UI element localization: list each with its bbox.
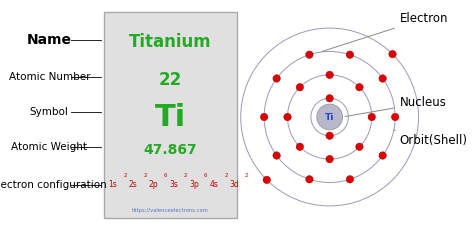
Text: 2: 2 <box>184 173 187 179</box>
Circle shape <box>296 143 304 150</box>
Text: Atomic Number: Atomic Number <box>9 72 90 82</box>
Circle shape <box>306 176 313 183</box>
Text: 2: 2 <box>144 173 147 179</box>
Text: 3d: 3d <box>230 180 239 189</box>
Circle shape <box>379 75 386 82</box>
Circle shape <box>356 84 363 91</box>
Text: 2p: 2p <box>149 180 158 189</box>
Text: 3s: 3s <box>169 180 178 189</box>
Text: 2: 2 <box>123 173 127 179</box>
Circle shape <box>263 176 271 184</box>
Text: 22: 22 <box>158 71 182 88</box>
Text: 47.867: 47.867 <box>143 143 197 157</box>
Text: Atomic Weight: Atomic Weight <box>11 143 87 152</box>
Circle shape <box>273 152 281 159</box>
Circle shape <box>284 113 291 121</box>
Circle shape <box>317 104 343 130</box>
Text: Symbol: Symbol <box>30 107 69 117</box>
Text: Ti: Ti <box>155 102 186 132</box>
Circle shape <box>346 51 354 58</box>
Text: Titanium: Titanium <box>129 33 211 51</box>
Circle shape <box>346 176 354 183</box>
Text: 6: 6 <box>204 173 208 179</box>
Circle shape <box>379 152 386 159</box>
Circle shape <box>306 51 313 58</box>
Text: 1s: 1s <box>109 180 117 189</box>
Text: 3p: 3p <box>189 180 199 189</box>
Circle shape <box>326 132 333 139</box>
Circle shape <box>326 155 333 163</box>
Text: 6: 6 <box>164 173 167 179</box>
Text: 2s: 2s <box>128 180 137 189</box>
Circle shape <box>273 75 281 82</box>
Circle shape <box>389 50 396 58</box>
Text: Electron: Electron <box>322 12 448 51</box>
Circle shape <box>326 95 333 102</box>
Text: Nucleus: Nucleus <box>345 96 447 117</box>
Circle shape <box>326 71 333 79</box>
Circle shape <box>260 113 268 121</box>
Text: Ti: Ti <box>325 113 334 121</box>
Text: https://valenceelectrons.com: https://valenceelectrons.com <box>132 208 209 213</box>
Text: 2: 2 <box>224 173 228 179</box>
Text: Electron configuration: Electron configuration <box>0 180 107 190</box>
Text: Name: Name <box>27 33 72 47</box>
Text: 2: 2 <box>245 173 248 179</box>
Text: Orbit(Shell): Orbit(Shell) <box>394 130 468 147</box>
Circle shape <box>368 113 375 121</box>
FancyBboxPatch shape <box>103 12 237 218</box>
Circle shape <box>392 113 399 121</box>
Text: 4s: 4s <box>210 180 219 189</box>
Circle shape <box>356 143 363 150</box>
Circle shape <box>296 84 304 91</box>
